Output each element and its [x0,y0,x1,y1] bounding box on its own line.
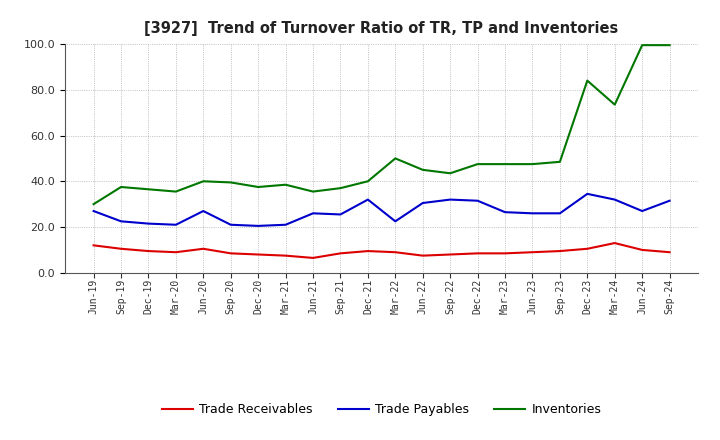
Trade Receivables [556,249,564,254]
Trade Payables [638,209,647,214]
Trade Receivables [336,251,345,256]
Legend: Trade Receivables, Trade Payables, Inventories: Trade Receivables, Trade Payables, Inven… [157,398,606,421]
Trade Payables [336,212,345,217]
Line: Trade Receivables: Trade Receivables [94,243,670,258]
Trade Receivables [309,255,318,260]
Trade Receivables [473,251,482,256]
Trade Receivables [226,251,235,256]
Inventories [309,189,318,194]
Line: Trade Payables: Trade Payables [94,194,670,226]
Inventories [171,189,180,194]
Inventories [418,167,427,172]
Inventories [473,161,482,167]
Inventories [117,184,125,190]
Trade Payables [583,191,592,197]
Trade Payables [418,200,427,205]
Trade Payables [500,209,509,215]
Trade Receivables [254,252,263,257]
Trade Payables [309,211,318,216]
Trade Receivables [500,251,509,256]
Trade Receivables [199,246,207,251]
Trade Receivables [144,249,153,254]
Trade Receivables [446,252,454,257]
Inventories [199,179,207,184]
Trade Payables [556,211,564,216]
Inventories [364,179,372,184]
Inventories [556,159,564,165]
Line: Inventories: Inventories [94,45,670,204]
Trade Receivables [391,249,400,255]
Trade Receivables [611,240,619,246]
Inventories [89,202,98,207]
Trade Payables [473,198,482,203]
Trade Receivables [638,247,647,253]
Inventories [226,180,235,185]
Trade Payables [282,222,290,227]
Inventories [336,186,345,191]
Inventories [665,43,674,48]
Trade Payables [89,209,98,214]
Inventories [638,43,647,48]
Trade Payables [226,222,235,227]
Inventories [500,161,509,167]
Title: [3927]  Trend of Turnover Ratio of TR, TP and Inventories: [3927] Trend of Turnover Ratio of TR, TP… [145,21,618,36]
Inventories [282,182,290,187]
Inventories [391,156,400,161]
Inventories [611,102,619,107]
Inventories [528,161,537,167]
Trade Receivables [418,253,427,258]
Inventories [583,78,592,83]
Trade Payables [364,197,372,202]
Trade Receivables [665,249,674,255]
Trade Payables [528,211,537,216]
Trade Receivables [528,249,537,255]
Trade Payables [117,219,125,224]
Trade Payables [171,222,180,227]
Trade Receivables [171,249,180,255]
Trade Payables [391,219,400,224]
Trade Payables [144,221,153,226]
Trade Receivables [364,249,372,254]
Trade Payables [199,209,207,214]
Trade Receivables [583,246,592,251]
Inventories [446,171,454,176]
Trade Payables [611,197,619,202]
Trade Payables [446,197,454,202]
Inventories [254,184,263,190]
Trade Receivables [282,253,290,258]
Trade Receivables [89,243,98,248]
Trade Receivables [117,246,125,251]
Trade Payables [665,198,674,203]
Trade Payables [254,223,263,228]
Inventories [144,187,153,192]
